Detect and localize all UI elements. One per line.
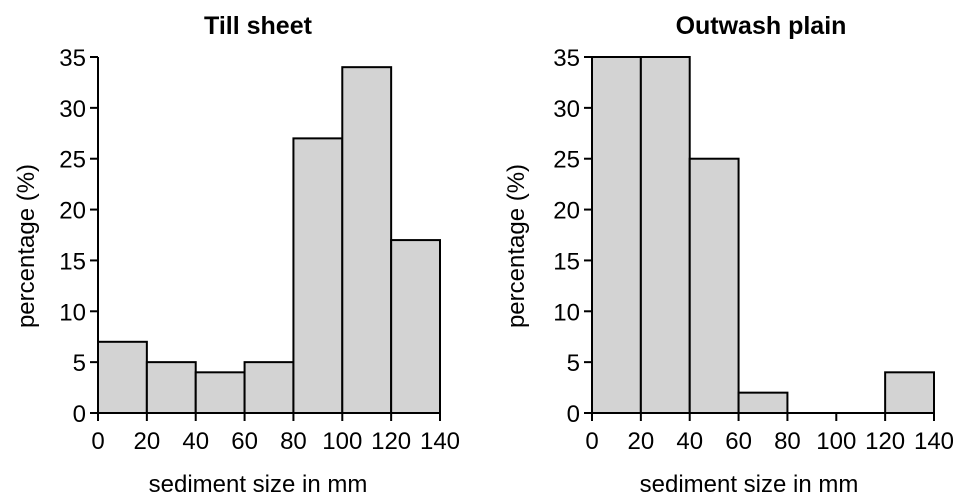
axes: 0 20 40 60 80 100 120 140 0 5 10 15 20 25 30 35: [553, 45, 954, 455]
bar: [243, 361, 295, 414]
axes: 0 20 40 60 80 100 120 140 0 5 10 15 20 25 30 35: [59, 45, 460, 455]
bar: [639, 56, 691, 414]
x-tick-label: 120: [371, 428, 411, 455]
bar: [688, 157, 740, 414]
y-axis-label: percentage (%): [13, 164, 40, 328]
x-axis-label: sediment size in mm: [149, 471, 368, 498]
y-tick-label: 0: [73, 401, 86, 428]
x-tick-label: 0: [91, 428, 104, 455]
x-tick-label: 100: [816, 428, 856, 455]
y-tick-label: 0: [567, 401, 580, 428]
y-axis-label: percentage (%): [503, 164, 530, 328]
y-tick-label: 20: [59, 198, 86, 225]
bar: [737, 391, 789, 414]
x-tick-label: 80: [774, 428, 801, 455]
x-tick-label: 120: [865, 428, 905, 455]
bar: [884, 371, 936, 415]
y-tick-label: 5: [73, 350, 86, 377]
bar: [591, 56, 642, 414]
x-tick-label: 60: [725, 428, 752, 455]
bar: [97, 340, 148, 414]
bar: [194, 371, 246, 415]
y-tick-label: 15: [553, 248, 580, 275]
y-tick-label: 15: [59, 248, 86, 275]
y-tick-label: 30: [553, 96, 580, 123]
x-tick-label: 40: [182, 428, 209, 455]
y-tick-label: 20: [553, 198, 580, 225]
x-tick-label: 40: [676, 428, 703, 455]
y-tick-label: 5: [567, 350, 580, 377]
y-tick-label: 35: [553, 45, 580, 72]
y-tick-label: 25: [59, 147, 86, 174]
x-axis-label: sediment size in mm: [640, 471, 859, 498]
y-tick-label: 10: [59, 299, 86, 326]
x-tick-label: 140: [914, 428, 954, 455]
y-tick-label: 10: [553, 299, 580, 326]
chart-title: Till sheet: [204, 12, 313, 40]
outwash-plain-panel: Outwash plain 0 20 40 60 80 100 120 140 0 5 10 15 20…: [503, 12, 954, 498]
bars: [97, 66, 441, 415]
bars: [591, 56, 936, 415]
y-tick-label: 25: [553, 147, 580, 174]
bar: [390, 239, 441, 414]
x-tick-label: 20: [628, 428, 655, 455]
bar: [145, 361, 197, 414]
x-tick-label: 0: [585, 428, 598, 455]
y-tick-label: 30: [59, 96, 86, 123]
y-tick-label: 35: [59, 45, 86, 72]
bar: [341, 66, 393, 415]
x-tick-label: 60: [231, 428, 258, 455]
bar: [292, 137, 344, 414]
till-sheet-panel: Till sheet 0 20 40 60 80 100 120 140 0 5 10 15 20 25 3…: [13, 12, 460, 498]
x-tick-label: 140: [420, 428, 460, 455]
chart-title: Outwash plain: [676, 12, 847, 40]
x-tick-label: 80: [280, 428, 307, 455]
x-tick-label: 20: [134, 428, 161, 455]
x-tick-label: 100: [322, 428, 362, 455]
